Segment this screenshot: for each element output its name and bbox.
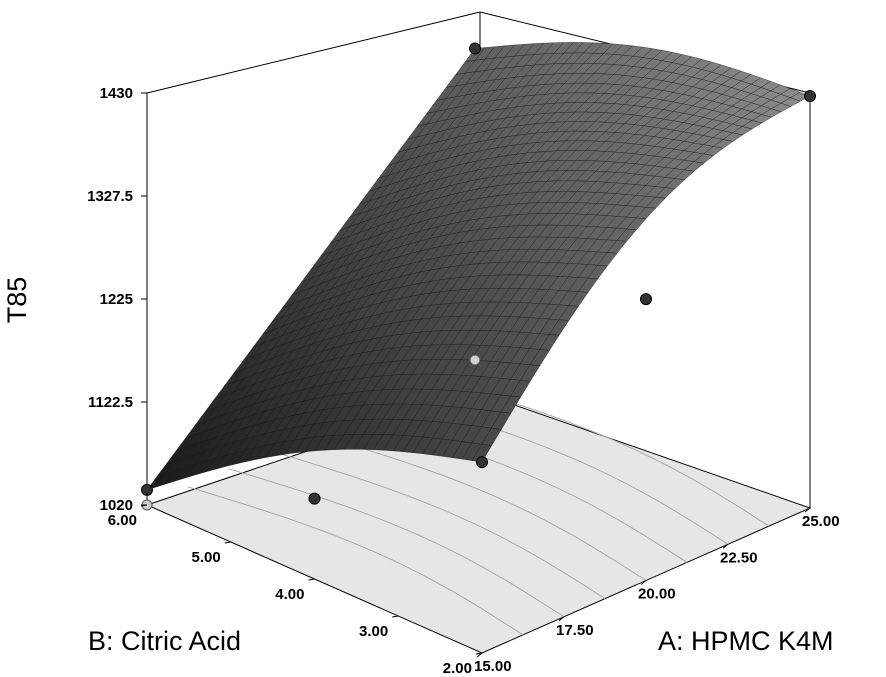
response-surface <box>146 42 811 491</box>
z-tick-label: 1020 <box>100 497 133 514</box>
x-tick-mark <box>558 616 565 622</box>
design-point <box>640 293 652 306</box>
x-axis-title: A: HPMC K4M <box>658 626 834 656</box>
z-tick-label: 1122.5 <box>88 394 133 411</box>
design-point <box>804 90 816 102</box>
x-tick-mark <box>640 580 647 585</box>
x-tick-mark <box>476 652 483 658</box>
design-points <box>141 42 816 511</box>
x-tick-label: 15.00 <box>474 658 512 675</box>
y-tick-label: 2.00 <box>443 660 472 677</box>
x-tick-label: 20.00 <box>638 586 676 603</box>
floor-contour-line <box>187 486 524 636</box>
z-axis-title: T85 <box>2 277 32 324</box>
floor-contour-line <box>269 450 606 600</box>
y-tick-label: 3.00 <box>359 623 388 640</box>
design-point <box>469 42 481 55</box>
y-tick-label: 5.00 <box>192 549 221 566</box>
x-tick-mark <box>722 543 729 549</box>
x-tick-mark <box>804 507 811 513</box>
y-tick-mark <box>392 615 399 618</box>
floor-marker <box>469 354 481 366</box>
y-tick-mark <box>475 652 483 655</box>
y-tick-mark <box>140 504 148 507</box>
y-tick-mark <box>224 541 231 544</box>
axis-ticks: 1020 1122.5 1225 1327.5 1430 15.00 17.50 20.00 2… <box>87 85 839 677</box>
floor-contour-line <box>228 468 565 618</box>
design-point <box>141 483 153 496</box>
x-tick-label: 25.00 <box>802 513 840 530</box>
y-tick-mark <box>308 578 315 581</box>
z-tick-label: 1225 <box>100 291 133 308</box>
design-point <box>476 456 488 469</box>
y-tick-label: 6.00 <box>108 512 137 529</box>
y-axis-title: B: Citric Acid <box>88 626 241 656</box>
design-point <box>308 492 321 505</box>
top-left-edge <box>146 11 481 94</box>
floor-contour-line <box>310 432 647 581</box>
z-tick-label: 1327.5 <box>87 188 133 205</box>
y-tick-label: 4.00 <box>275 586 304 603</box>
x-tick-label: 17.50 <box>556 622 594 639</box>
x-tick-label: 22.50 <box>720 549 758 566</box>
surface-facet <box>471 444 492 463</box>
z-tick-label: 1430 <box>100 85 133 102</box>
